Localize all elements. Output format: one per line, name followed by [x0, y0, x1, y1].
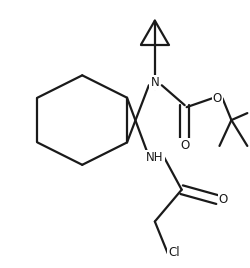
- Text: O: O: [180, 139, 189, 152]
- Text: NH: NH: [146, 151, 164, 164]
- Text: O: O: [213, 92, 222, 105]
- Text: Cl: Cl: [168, 246, 179, 259]
- Text: O: O: [219, 193, 228, 206]
- Text: N: N: [150, 76, 159, 89]
